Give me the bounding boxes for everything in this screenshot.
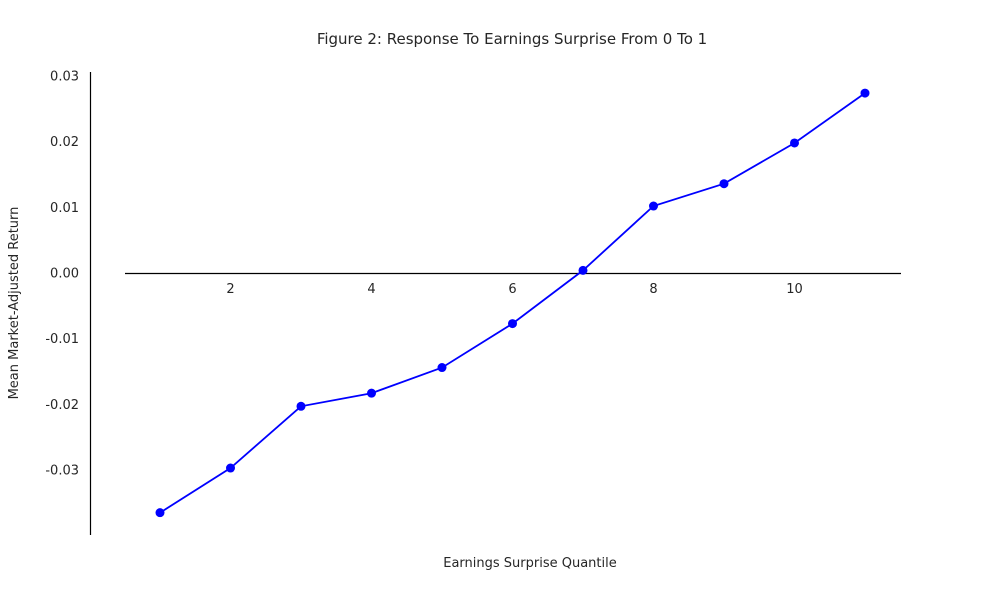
x-tick-label: 4 — [367, 282, 375, 297]
data-point — [578, 265, 588, 275]
x-axis-label: Earnings Surprise Quantile — [443, 556, 617, 571]
x-tick-label: 10 — [786, 282, 803, 297]
y-tick-label: -0.01 — [45, 332, 79, 347]
y-tick-label: 0.03 — [50, 70, 79, 85]
data-point — [437, 363, 447, 373]
data-point — [860, 88, 870, 98]
data-point — [155, 508, 165, 518]
y-tick-label: 0.00 — [50, 267, 79, 282]
y-tick-label: 0.01 — [50, 201, 79, 216]
y-axis-label: Mean Market-Adjusted Return — [7, 207, 22, 400]
x-tick-label: 8 — [649, 282, 657, 297]
series-line — [159, 92, 866, 514]
x-tick-label: 6 — [508, 282, 516, 297]
x-tick-labels: 2 4 6 8 10 — [226, 282, 802, 297]
data-point — [790, 138, 799, 148]
y-tick-label: -0.03 — [45, 464, 79, 479]
data-point — [226, 463, 235, 473]
data-point — [649, 201, 658, 211]
y-tick-label: 0.02 — [50, 135, 79, 150]
data-point — [508, 319, 517, 329]
chart-title: Figure 2: Response To Earnings Surprise … — [317, 30, 707, 48]
data-point — [296, 401, 306, 411]
data-point — [367, 388, 376, 398]
series-group — [155, 88, 870, 518]
y-tick-label: -0.02 — [45, 398, 79, 413]
x-tick-label: 2 — [226, 282, 234, 297]
data-point — [719, 179, 729, 189]
y-tick-labels: -0.03 -0.02 -0.01 0.00 0.01 0.02 0.03 — [45, 70, 79, 479]
